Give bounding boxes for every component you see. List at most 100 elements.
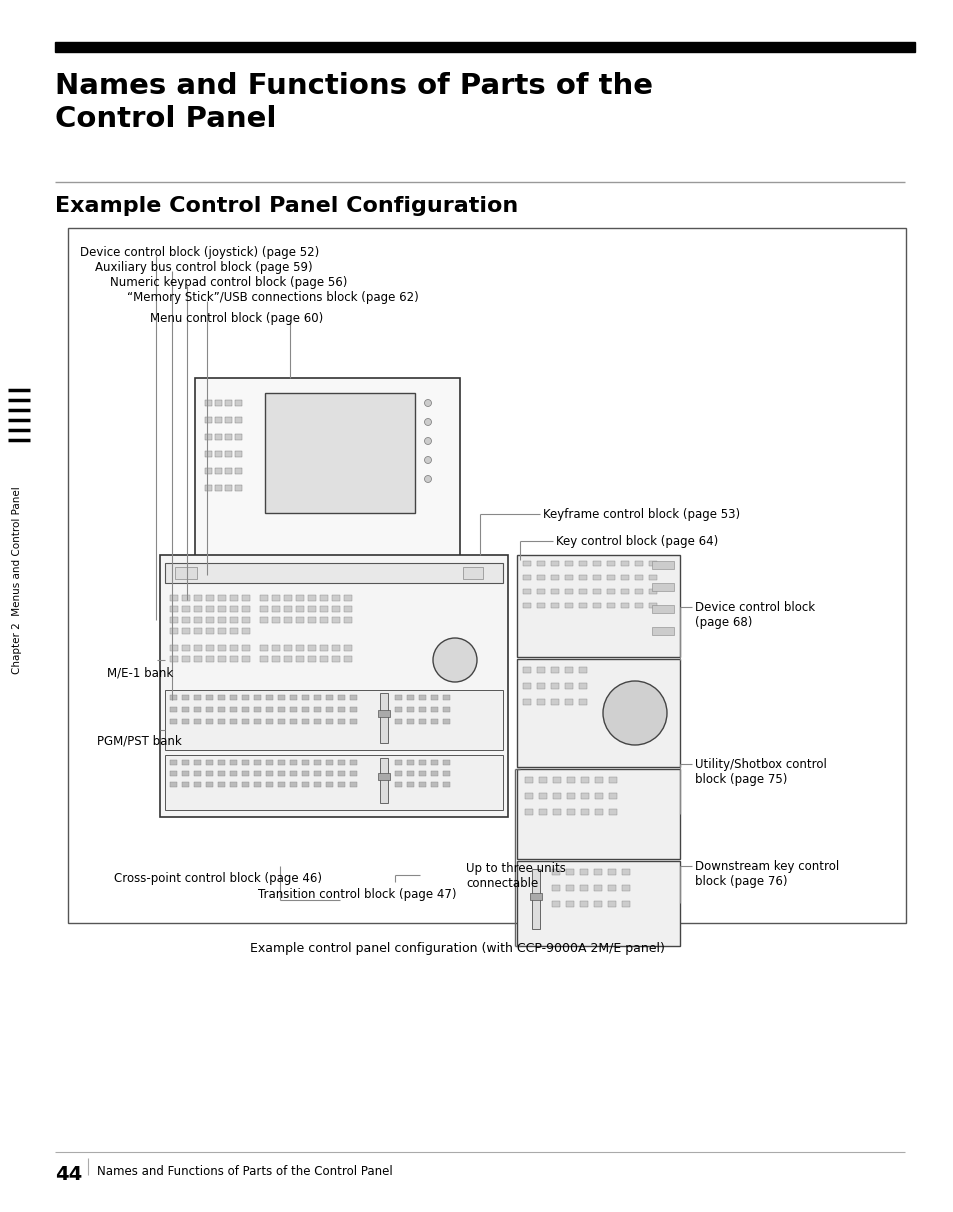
- Text: Device control block (joystick) (page 52): Device control block (joystick) (page 52…: [80, 246, 319, 259]
- Text: Menu control block (page 60): Menu control block (page 60): [150, 311, 323, 325]
- Bar: [174, 567, 196, 579]
- Bar: [332, 656, 339, 662]
- Bar: [182, 656, 190, 662]
- Bar: [350, 694, 356, 701]
- Bar: [266, 707, 273, 711]
- Bar: [538, 777, 546, 783]
- Bar: [242, 719, 249, 724]
- Bar: [182, 707, 189, 711]
- Bar: [225, 417, 232, 423]
- Bar: [326, 771, 333, 776]
- Bar: [234, 400, 242, 406]
- Bar: [214, 451, 222, 457]
- Bar: [608, 777, 617, 783]
- Bar: [218, 595, 226, 601]
- Bar: [242, 656, 250, 662]
- Bar: [253, 694, 261, 701]
- Bar: [608, 793, 617, 799]
- Bar: [314, 771, 320, 776]
- Bar: [170, 694, 177, 701]
- Bar: [431, 771, 437, 776]
- Bar: [206, 707, 213, 711]
- Circle shape: [424, 475, 431, 482]
- Bar: [326, 782, 333, 787]
- Bar: [522, 561, 531, 566]
- Bar: [218, 606, 226, 612]
- Bar: [579, 901, 587, 907]
- Text: Control Panel: Control Panel: [55, 105, 276, 133]
- Bar: [517, 768, 679, 859]
- Bar: [230, 617, 237, 623]
- Bar: [284, 595, 292, 601]
- Bar: [407, 719, 414, 724]
- Bar: [230, 782, 236, 787]
- Bar: [606, 589, 615, 594]
- Bar: [524, 777, 533, 783]
- Bar: [337, 782, 345, 787]
- Bar: [564, 604, 573, 608]
- Bar: [407, 782, 414, 787]
- Text: Auxiliary bus control block (page 59): Auxiliary bus control block (page 59): [95, 261, 313, 274]
- Bar: [170, 760, 177, 765]
- Bar: [326, 719, 333, 724]
- Bar: [295, 656, 304, 662]
- Bar: [350, 707, 356, 711]
- Bar: [302, 707, 309, 711]
- Bar: [418, 707, 426, 711]
- Bar: [170, 628, 178, 634]
- Bar: [522, 604, 531, 608]
- Bar: [565, 901, 574, 907]
- Bar: [407, 694, 414, 701]
- Bar: [635, 604, 642, 608]
- Bar: [566, 777, 575, 783]
- Bar: [326, 760, 333, 765]
- Bar: [532, 869, 539, 930]
- Text: Example control panel configuration (with CCP-9000A 2M/E panel): Example control panel configuration (wit…: [250, 942, 664, 955]
- Bar: [230, 656, 237, 662]
- Bar: [319, 617, 328, 623]
- Bar: [206, 606, 213, 612]
- Bar: [538, 808, 546, 814]
- Bar: [272, 595, 280, 601]
- Bar: [266, 782, 273, 787]
- Bar: [418, 719, 426, 724]
- Bar: [431, 782, 437, 787]
- Bar: [266, 771, 273, 776]
- Bar: [620, 604, 628, 608]
- Bar: [379, 758, 388, 804]
- Bar: [194, 378, 459, 573]
- Bar: [578, 561, 586, 566]
- Bar: [230, 771, 236, 776]
- Bar: [350, 719, 356, 724]
- Bar: [593, 574, 600, 581]
- Bar: [214, 434, 222, 440]
- Bar: [552, 885, 559, 891]
- Bar: [170, 782, 177, 787]
- Bar: [277, 719, 285, 724]
- Bar: [242, 628, 250, 634]
- Bar: [182, 645, 190, 651]
- Bar: [205, 468, 212, 474]
- Bar: [314, 782, 320, 787]
- Bar: [182, 782, 189, 787]
- Bar: [253, 707, 261, 711]
- Bar: [418, 760, 426, 765]
- Bar: [522, 589, 531, 594]
- Bar: [537, 574, 544, 581]
- Bar: [265, 393, 415, 513]
- Circle shape: [424, 418, 431, 425]
- Bar: [620, 561, 628, 566]
- Bar: [551, 684, 558, 688]
- Circle shape: [424, 438, 431, 445]
- Bar: [332, 617, 339, 623]
- Bar: [578, 667, 586, 673]
- Bar: [277, 782, 285, 787]
- Bar: [537, 604, 544, 608]
- Bar: [182, 628, 190, 634]
- Bar: [431, 694, 437, 701]
- Bar: [260, 617, 268, 623]
- Bar: [234, 451, 242, 457]
- Bar: [594, 885, 601, 891]
- Bar: [553, 808, 560, 814]
- Bar: [295, 645, 304, 651]
